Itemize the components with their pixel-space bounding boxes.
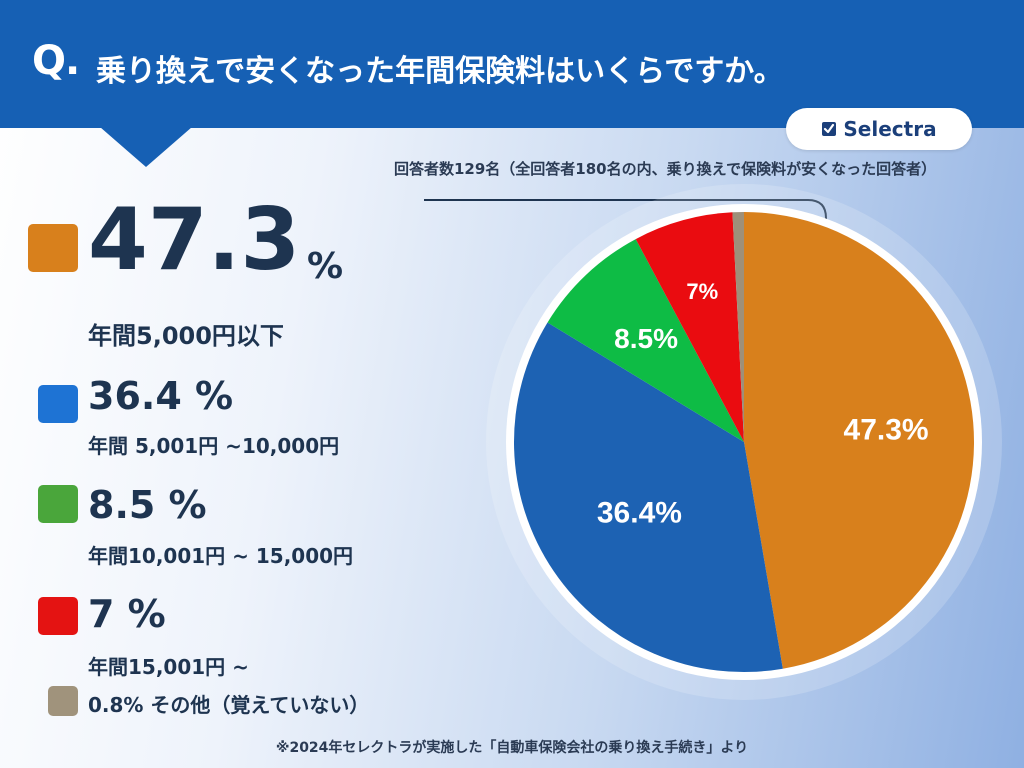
brand-badge: Selectra xyxy=(786,108,972,150)
legend-swatch-gray xyxy=(48,686,78,716)
pie-label-2: 36.4% xyxy=(597,497,682,530)
legend-swatch-orange xyxy=(28,224,78,272)
legend-percent-4: 7 % xyxy=(88,592,166,636)
legend-label-1: 年間5,000円以下 xyxy=(88,322,284,350)
legend-label-5: 0.8% その他（覚えていない） xyxy=(88,693,370,717)
legend-label-3: 年間10,001円 ~ 15,000円 xyxy=(88,544,354,568)
check-box-icon xyxy=(822,122,837,136)
legend-percent-2: 36.4 % xyxy=(88,374,234,418)
legend-swatch-red xyxy=(38,597,78,635)
brand-name: Selectra xyxy=(843,117,937,141)
pie-slice-3 xyxy=(547,239,744,442)
footer-source: ※2024年セレクトラが実施した「自動車保険会社の乗り換え手続き」より xyxy=(275,740,749,756)
header-pointer xyxy=(100,127,192,167)
pie-label-3: 8.5% xyxy=(614,323,678,354)
pie-slice-2 xyxy=(514,322,783,673)
question-mark-label: Q. xyxy=(32,38,80,84)
pie-chart: 47.3% 36.4% 8.5% 7% xyxy=(486,184,1002,700)
legend-swatch-blue xyxy=(38,385,78,423)
pie-slice-4 xyxy=(635,212,744,442)
legend-swatch-green xyxy=(38,485,78,523)
header-bar: Q. 乗り換えで安くなった年間保険料はいくらですか。 xyxy=(0,0,1024,128)
pie-label-1: 47.3% xyxy=(844,413,929,446)
question-title: 乗り換えで安くなった年間保険料はいくらですか。 xyxy=(96,54,784,89)
pie-label-4: 7% xyxy=(686,279,718,304)
respondent-note: 回答者数129名（全回答者180名の内、乗り換えで保険料が安くなった回答者） xyxy=(394,160,937,178)
legend-percent-sign-1: % xyxy=(307,246,344,287)
pie-slice-5 xyxy=(732,212,744,442)
legend-percent-1: 47.3 xyxy=(88,190,301,290)
legend-label-4: 年間15,001円 ~ xyxy=(88,655,249,679)
legend-label-2: 年間 5,001円 ~10,000円 xyxy=(88,434,340,458)
legend-percent-3: 8.5 % xyxy=(88,483,207,527)
pie-slice-1 xyxy=(744,212,975,669)
